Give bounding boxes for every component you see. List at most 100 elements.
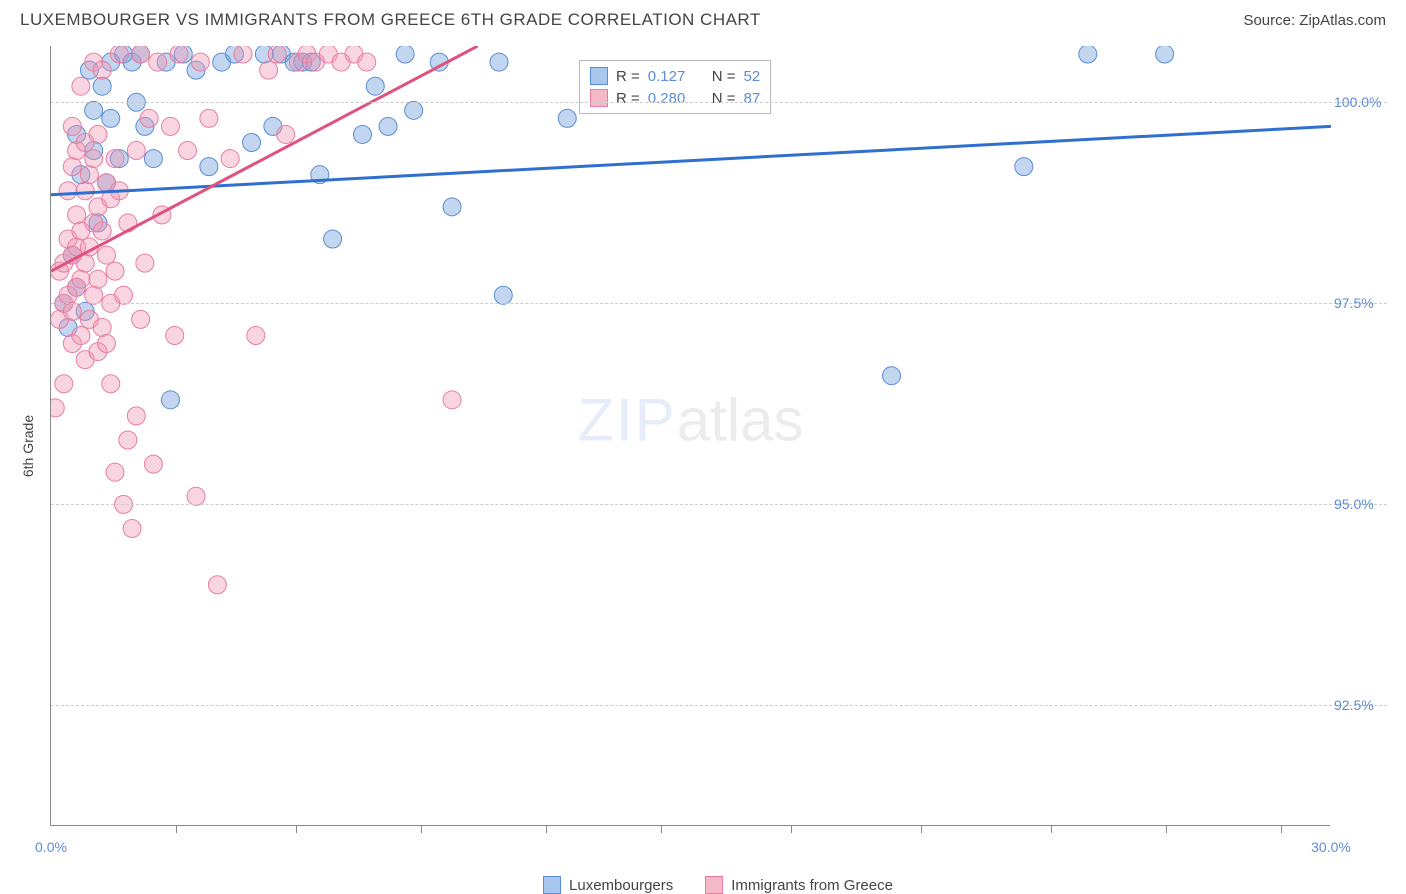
data-point bbox=[260, 61, 278, 79]
legend-row: R = 0.127 N = 52 bbox=[590, 65, 760, 87]
trend-line bbox=[51, 126, 1331, 194]
gridline bbox=[51, 102, 1387, 103]
data-point bbox=[97, 246, 115, 264]
data-point bbox=[179, 142, 197, 160]
legend-r-label: R = bbox=[616, 68, 640, 85]
data-point bbox=[161, 391, 179, 409]
data-point bbox=[161, 117, 179, 135]
data-point bbox=[72, 326, 90, 344]
data-point bbox=[72, 77, 90, 95]
legend-label: Immigrants from Greece bbox=[731, 877, 893, 894]
data-point bbox=[63, 302, 81, 320]
gridline bbox=[51, 504, 1387, 505]
chart-header: LUXEMBOURGER VS IMMIGRANTS FROM GREECE 6… bbox=[0, 0, 1406, 36]
plot-svg bbox=[51, 46, 1331, 826]
data-point bbox=[243, 133, 261, 151]
data-point bbox=[93, 77, 111, 95]
x-tick bbox=[1166, 825, 1167, 833]
data-point bbox=[119, 431, 137, 449]
data-point bbox=[443, 198, 461, 216]
data-point bbox=[166, 326, 184, 344]
legend-r-value: 0.280 bbox=[648, 90, 704, 107]
y-tick-label: 95.0% bbox=[1330, 496, 1386, 512]
data-point bbox=[93, 222, 111, 240]
x-tick-label: 0.0% bbox=[35, 839, 67, 855]
legend-n-value: 87 bbox=[744, 90, 761, 107]
data-point bbox=[379, 117, 397, 135]
data-point bbox=[51, 399, 64, 417]
x-tick bbox=[176, 825, 177, 833]
data-point bbox=[140, 109, 158, 127]
data-point bbox=[221, 150, 239, 168]
legend-n-value: 52 bbox=[744, 68, 761, 85]
data-point bbox=[72, 270, 90, 288]
x-tick-label: 30.0% bbox=[1311, 839, 1351, 855]
legend-swatch bbox=[590, 67, 608, 85]
y-tick-label: 92.5% bbox=[1330, 697, 1386, 713]
legend-n-label: N = bbox=[712, 90, 736, 107]
data-point bbox=[170, 46, 188, 63]
data-point bbox=[102, 109, 120, 127]
legend-swatch bbox=[705, 876, 723, 894]
data-point bbox=[63, 158, 81, 176]
data-point bbox=[144, 455, 162, 473]
legend-row: R = 0.280 N = 87 bbox=[590, 87, 760, 109]
data-point bbox=[1156, 46, 1174, 63]
data-point bbox=[63, 117, 81, 135]
data-point bbox=[80, 166, 98, 184]
data-point bbox=[247, 326, 265, 344]
data-point bbox=[85, 150, 103, 168]
data-point bbox=[405, 101, 423, 119]
legend-series: Luxembourgers Immigrants from Greece bbox=[543, 876, 893, 894]
data-point bbox=[132, 46, 150, 63]
legend-swatch bbox=[590, 89, 608, 107]
legend-r-value: 0.127 bbox=[648, 68, 704, 85]
data-point bbox=[68, 206, 86, 224]
data-point bbox=[396, 46, 414, 63]
data-point bbox=[55, 375, 73, 393]
data-point bbox=[366, 77, 384, 95]
data-point bbox=[1015, 158, 1033, 176]
plot-area: ZIPatlas R =0.127N =52R =0.280N =87 92.5… bbox=[50, 46, 1330, 826]
data-point bbox=[353, 125, 371, 143]
data-point bbox=[191, 53, 209, 71]
data-point bbox=[76, 182, 94, 200]
data-point bbox=[123, 519, 141, 537]
data-point bbox=[106, 150, 124, 168]
data-point bbox=[443, 391, 461, 409]
data-point bbox=[144, 150, 162, 168]
data-point bbox=[115, 286, 133, 304]
legend-label: Luxembourgers bbox=[569, 877, 673, 894]
data-point bbox=[89, 270, 107, 288]
data-point bbox=[1079, 46, 1097, 63]
gridline bbox=[51, 705, 1387, 706]
x-tick bbox=[1281, 825, 1282, 833]
y-axis-title: 6th Grade bbox=[20, 415, 36, 477]
data-point bbox=[85, 286, 103, 304]
data-point bbox=[187, 487, 205, 505]
chart-source: Source: ZipAtlas.com bbox=[1243, 12, 1386, 29]
data-point bbox=[127, 142, 145, 160]
data-point bbox=[494, 286, 512, 304]
data-point bbox=[200, 109, 218, 127]
data-point bbox=[132, 310, 150, 328]
data-point bbox=[97, 335, 115, 353]
x-tick bbox=[296, 825, 297, 833]
chart-title: LUXEMBOURGER VS IMMIGRANTS FROM GREECE 6… bbox=[20, 10, 761, 30]
x-tick bbox=[421, 825, 422, 833]
legend-swatch bbox=[543, 876, 561, 894]
x-tick bbox=[1051, 825, 1052, 833]
data-point bbox=[136, 254, 154, 272]
data-point bbox=[324, 230, 342, 248]
data-point bbox=[59, 182, 77, 200]
data-point bbox=[358, 53, 376, 71]
x-tick bbox=[791, 825, 792, 833]
data-point bbox=[102, 375, 120, 393]
legend-n-label: N = bbox=[712, 68, 736, 85]
y-tick-label: 97.5% bbox=[1330, 295, 1386, 311]
data-point bbox=[106, 262, 124, 280]
data-point bbox=[268, 46, 286, 63]
legend-r-label: R = bbox=[616, 90, 640, 107]
data-point bbox=[149, 53, 167, 71]
data-point bbox=[93, 318, 111, 336]
